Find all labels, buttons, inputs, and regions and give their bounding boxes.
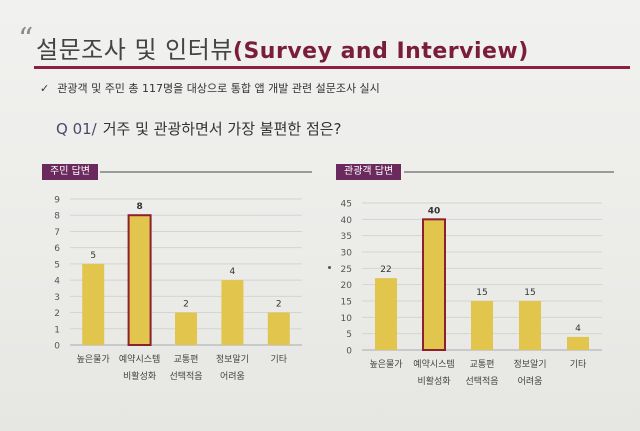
y-tick-label: 7 [54,228,60,238]
bar [567,336,589,350]
question-number: Q 01/ [56,120,97,138]
x-category-label: 정보알기 [513,359,546,370]
bar [175,312,197,345]
x-category-label: 어려움 [518,376,543,387]
x-category-label: 비활성화 [417,375,450,387]
x-category-label: 비활성화 [123,370,156,382]
y-tick-label: 15 [341,298,352,308]
data-label: 15 [524,288,535,298]
data-label: 2 [183,300,189,310]
data-label: 4 [230,267,236,277]
x-category-label: 예약시스템 [413,358,454,370]
y-tick-label: 9 [54,196,60,206]
x-category-label: 선택적음 [465,375,498,387]
y-tick-label: 0 [346,347,352,357]
x-category-label: 어려움 [220,371,245,382]
page-title: 설문조사 및 인터뷰(Survey and Interview) [36,30,529,65]
y-tick-label: 10 [341,314,353,324]
data-label: 5 [90,251,96,261]
title-underline [34,66,630,69]
stray-dot [328,266,331,269]
y-tick-label: 6 [54,244,60,254]
tourists-tag-label: 관광객 답변 [344,166,394,177]
bar [82,263,105,345]
y-tick-label: 5 [346,330,352,340]
bar [471,301,493,350]
x-category-label: 기타 [570,359,587,370]
y-tick-label: 1 [54,325,60,335]
data-label: 8 [136,202,142,212]
bar-highlighted [127,214,152,346]
x-category-label: 교통편 [174,353,199,365]
bar [267,312,290,345]
data-label: 4 [575,324,581,334]
data-label: 22 [380,265,391,275]
y-tick-label: 8 [54,212,60,222]
bar-highlighted [422,218,446,352]
y-tick-label: 4 [54,277,60,287]
tourists-tag-rule [404,171,614,173]
y-tick-label: 5 [54,260,60,270]
quote-mark-icon: “ [18,22,34,57]
residents-tag-label: 주민 답변 [50,166,90,177]
question-heading: Q 01/거주 및 관광하면서 가장 불편한 점은? [56,118,342,139]
x-category-label: 정보알기 [216,354,249,365]
title-korean: 설문조사 및 인터뷰 [36,36,233,64]
data-label: 15 [476,288,487,298]
y-tick-label: 45 [341,200,352,210]
x-category-label: 높은물가 [77,354,110,365]
data-label: 40 [428,206,441,216]
bar [375,278,397,350]
x-category-label: 예약시스템 [119,353,160,365]
y-tick-label: 2 [54,309,60,319]
x-category-label: 교통편 [470,358,495,370]
tourists-tag: 관광객 답변 [336,164,402,180]
residents-tag-rule [100,171,312,173]
y-tick-label: 40 [341,216,353,226]
y-tick-label: 35 [341,232,352,242]
check-icon: ✓ [40,82,50,95]
x-category-label: 높은물가 [369,359,402,370]
bar [519,301,541,350]
y-tick-label: 20 [341,281,353,291]
x-category-label: 기타 [271,354,288,365]
data-label: 2 [276,300,282,310]
y-tick-label: 0 [54,342,60,352]
question-text: 거주 및 관광하면서 가장 불편한 점은? [102,120,342,138]
survey-summary-text: 관광객 및 주민 총 117명을 대상으로 통합 앱 개발 관련 설문조사 실시 [57,82,380,95]
survey-summary: ✓ 관광객 및 주민 총 117명을 대상으로 통합 앱 개발 관련 설문조사 실… [40,80,380,96]
y-tick-label: 3 [54,293,60,303]
bar [221,280,244,345]
x-category-label: 선택적음 [169,370,202,382]
residents-tag: 주민 답변 [42,164,98,180]
title-english: (Survey and Interview) [232,39,529,64]
y-tick-label: 25 [341,265,352,275]
y-tick-label: 30 [341,249,353,259]
